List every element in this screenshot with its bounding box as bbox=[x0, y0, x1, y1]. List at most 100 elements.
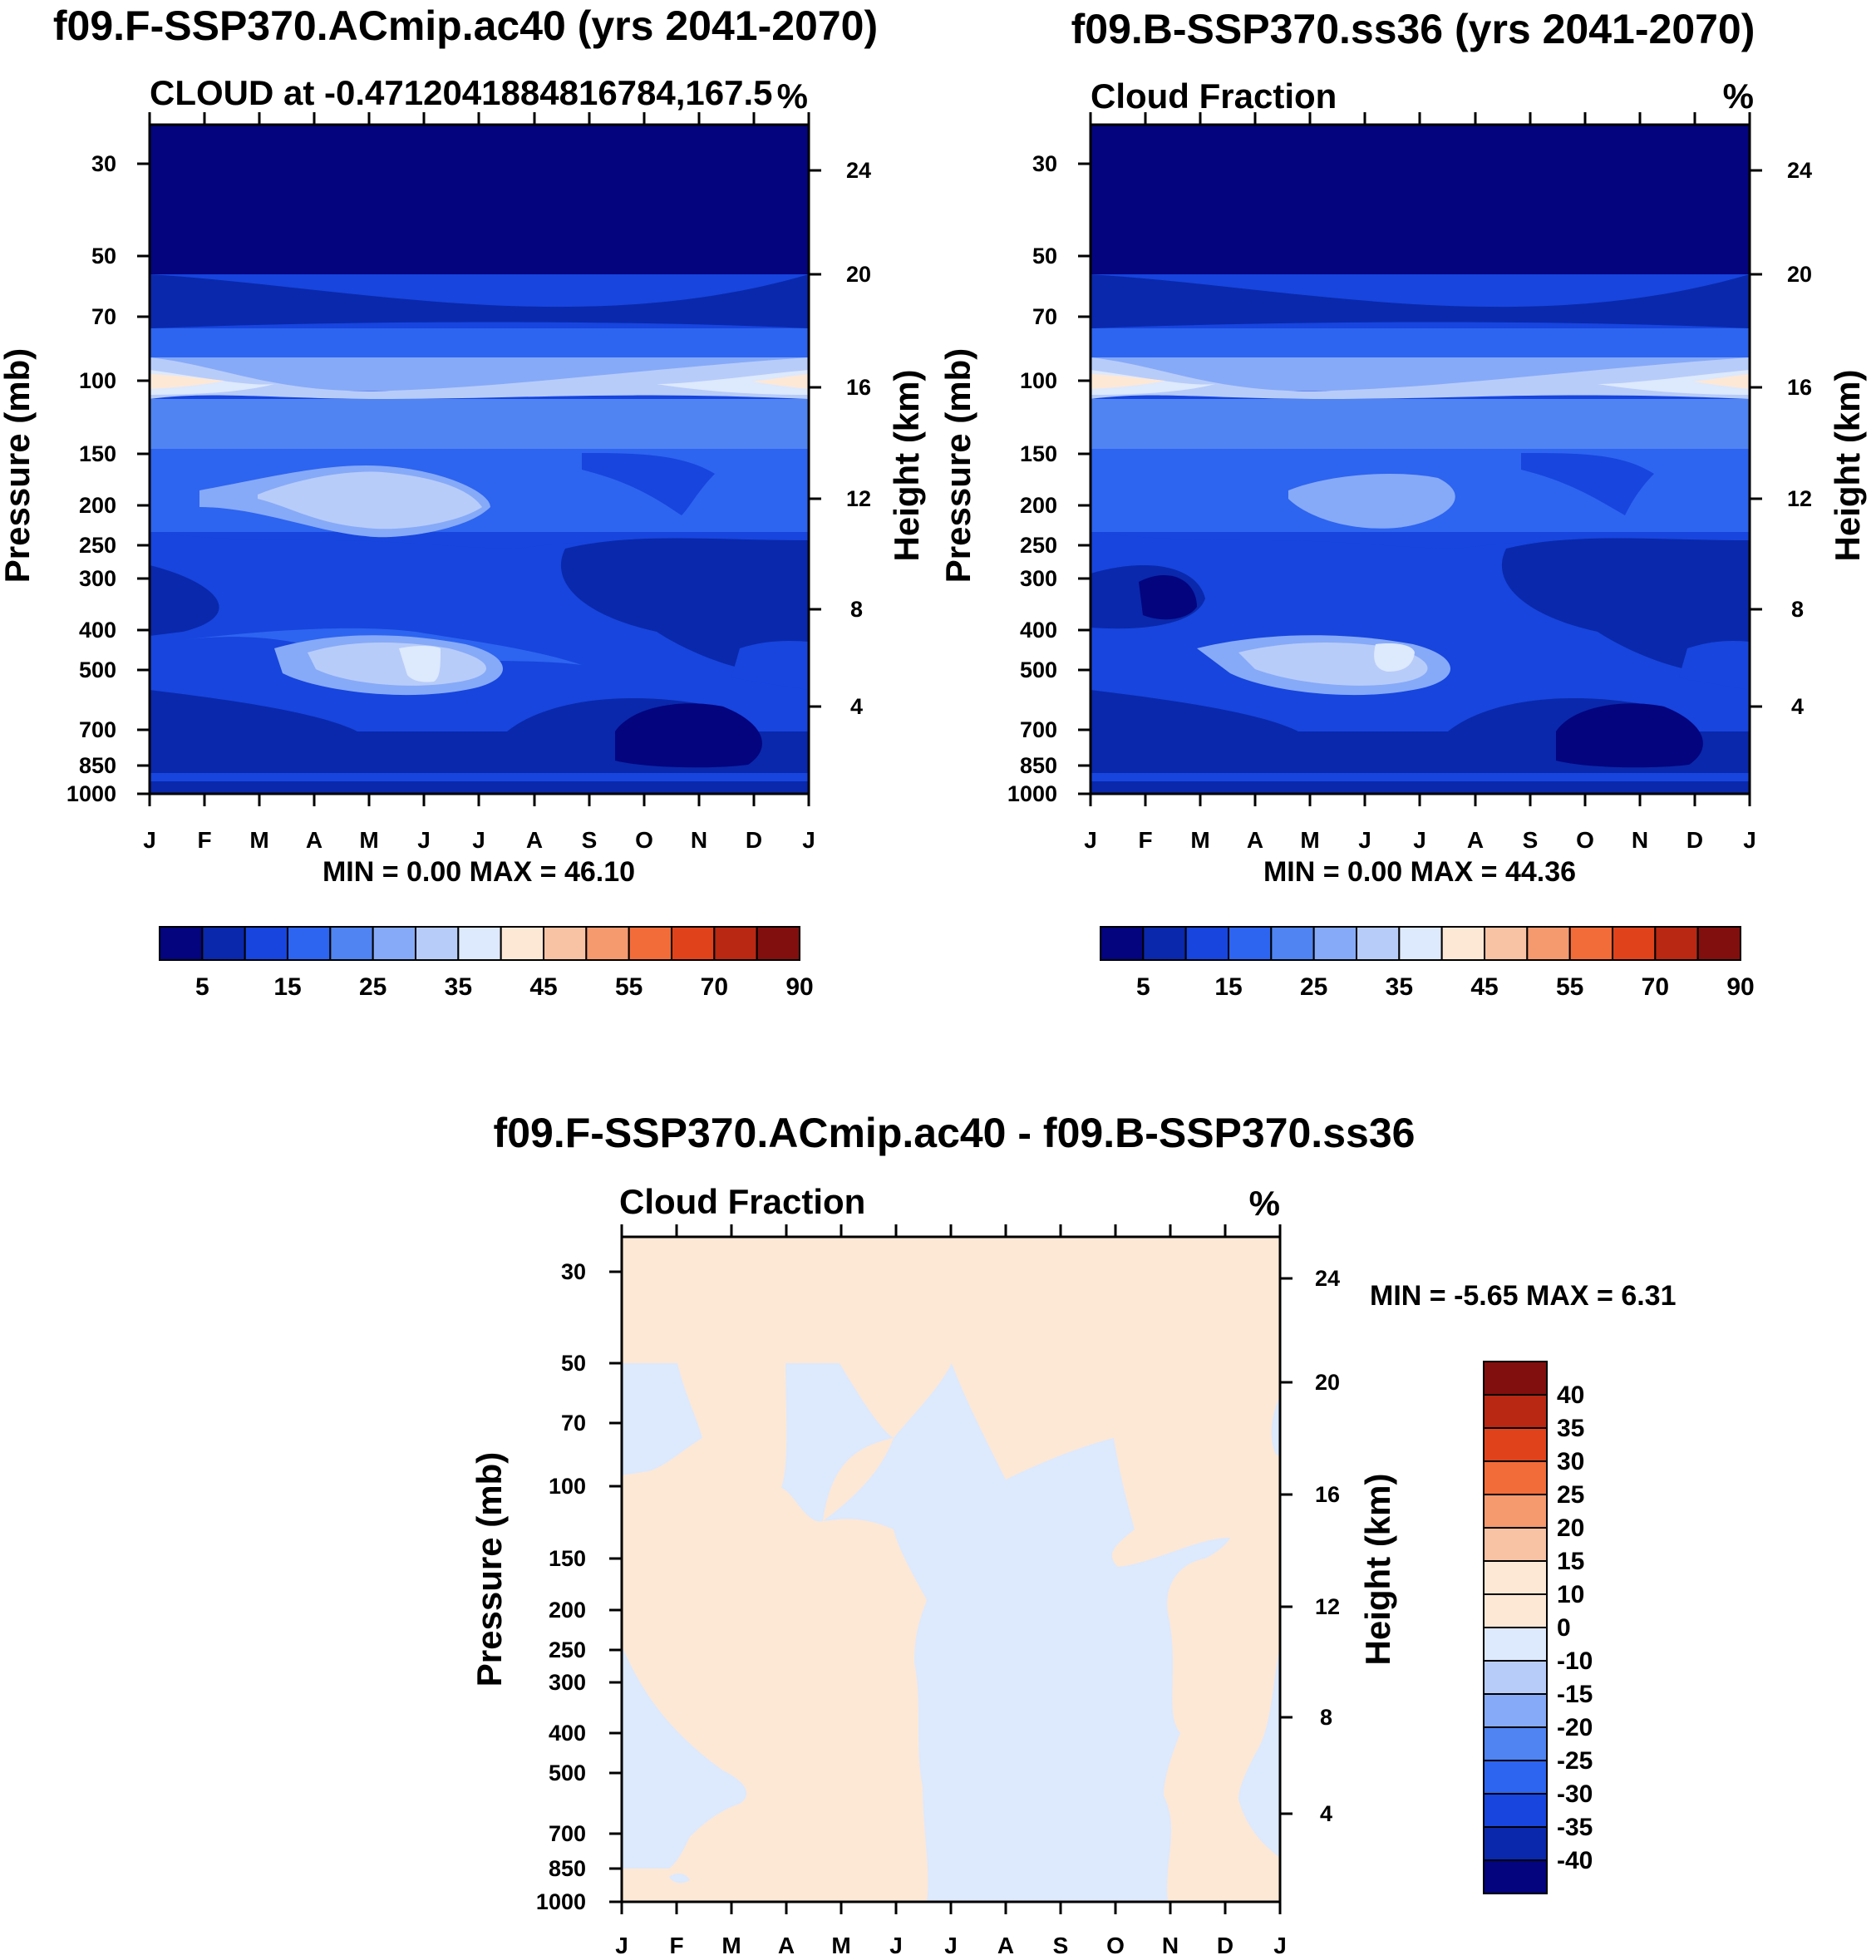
colorbar-label: 5 bbox=[195, 973, 209, 1001]
panel-1-pressure-label: 100 bbox=[79, 368, 116, 393]
colorbar-swatch bbox=[713, 926, 758, 961]
panel-3-month-label: J bbox=[944, 1933, 958, 1958]
colorbar-label: 45 bbox=[1470, 973, 1498, 1001]
colorbar-label: 70 bbox=[1642, 973, 1669, 1001]
panel-2-pressure-label: 700 bbox=[1020, 717, 1057, 742]
colorbar-label: 55 bbox=[615, 973, 643, 1001]
colorbar-swatch bbox=[1312, 926, 1357, 961]
panel-1-pressure-label: 850 bbox=[79, 753, 116, 778]
colorbar-swatch bbox=[1483, 1826, 1548, 1861]
colorbar-swatch bbox=[1483, 1394, 1548, 1429]
panel-3-pressure-label: 30 bbox=[561, 1259, 586, 1284]
panel-1-unit: % bbox=[777, 76, 808, 116]
panel-2-ylabel-right: Height (km) bbox=[1828, 370, 1867, 562]
panel-1-month-label: J bbox=[417, 827, 431, 853]
panel-3-colorbar: 40 35 30 25 20 15 10 0 -10 -15 -20 -25 -30 -35 -40 bbox=[1483, 1361, 1593, 1894]
panel-3-pressure-label: 1000 bbox=[536, 1889, 586, 1914]
panel-2-pressure-label: 50 bbox=[1032, 244, 1057, 268]
panel-1-ylabel: Pressure (mb) bbox=[0, 348, 37, 583]
panel-2-month-label: J bbox=[1413, 827, 1426, 853]
colorbar-label: 5 bbox=[1136, 973, 1150, 1001]
panel-1-colorbar: 5 15 25 35 45 55 70 90 bbox=[159, 926, 814, 1001]
panel-1-month-label: J bbox=[143, 827, 156, 853]
colorbar-label: -40 bbox=[1557, 1847, 1593, 1874]
panel-1-stats: MIN = 0.00 MAX = 46.10 bbox=[323, 856, 635, 888]
panel-1-month-ticks: J F M A M J J A S O N D J bbox=[143, 794, 815, 853]
panel-2-month-ticks: J F M A M J J A S O N D J bbox=[1084, 794, 1756, 853]
panel-2-pressure-label: 200 bbox=[1020, 493, 1057, 518]
panel-1-height-label: 4 bbox=[850, 694, 863, 719]
colorbar-swatch bbox=[1270, 926, 1315, 961]
panel-2-month-label: S bbox=[1523, 827, 1539, 853]
colorbar-label: 15 bbox=[1557, 1548, 1584, 1575]
colorbar-swatch bbox=[1483, 1527, 1548, 1562]
colorbar-swatch bbox=[159, 926, 204, 961]
colorbar-label: -10 bbox=[1557, 1647, 1593, 1675]
colorbar-label: -35 bbox=[1557, 1814, 1593, 1841]
panel-2-height-label: 20 bbox=[1787, 262, 1812, 287]
panel-3-month-label: D bbox=[1217, 1933, 1233, 1958]
panel-1-height-label: 12 bbox=[846, 486, 871, 511]
panel-2-height-axis: 24 20 16 12 8 4 bbox=[1750, 158, 1812, 719]
panel-1-height-label: 20 bbox=[846, 262, 871, 287]
panel-2-month-label: J bbox=[1084, 827, 1097, 853]
panel-3-height-label: 12 bbox=[1315, 1594, 1340, 1619]
colorbar-swatch bbox=[1483, 1560, 1548, 1595]
colorbar-swatch bbox=[457, 926, 502, 961]
panel-3-subtitle: Cloud Fraction bbox=[619, 1182, 865, 1221]
panel-3-height-label: 20 bbox=[1315, 1370, 1340, 1395]
panel-3-height-axis: 24 20 16 12 8 4 bbox=[1280, 1266, 1340, 1826]
colorbar-label: 45 bbox=[529, 973, 557, 1001]
panel-3-month-label: M bbox=[831, 1933, 850, 1958]
panel-3-pressure-label: 300 bbox=[549, 1670, 586, 1695]
panel-1-month-label: A bbox=[526, 827, 543, 853]
colorbar-swatch bbox=[372, 926, 416, 961]
panel-2-height-label: 16 bbox=[1787, 375, 1812, 400]
panel-2-pressure-label: 70 bbox=[1032, 304, 1057, 329]
panel-2-height-label: 4 bbox=[1791, 694, 1804, 719]
panel-2-pressure-label: 150 bbox=[1020, 441, 1057, 466]
panel-1-month-label: J bbox=[802, 827, 815, 853]
panel-3-unit: % bbox=[1249, 1184, 1280, 1223]
panel-3-pressure-axis: 30 50 70 100 150 200 250 300 400 500 700… bbox=[536, 1259, 622, 1914]
colorbar-swatch bbox=[500, 926, 545, 961]
panel-1-pressure-label: 300 bbox=[79, 566, 116, 591]
colorbar-swatch bbox=[1696, 926, 1741, 961]
panel-3-month-label: J bbox=[615, 1933, 628, 1958]
panel-2-month-label: A bbox=[1247, 827, 1263, 853]
panel-3-month-label: J bbox=[1273, 1933, 1287, 1958]
colorbar-swatch bbox=[1654, 926, 1699, 961]
colorbar-label: 35 bbox=[1557, 1415, 1584, 1442]
panel-3-pressure-label: 100 bbox=[549, 1474, 586, 1499]
panel-2-pressure-label: 850 bbox=[1020, 753, 1057, 778]
panel-1-month-label: D bbox=[746, 827, 762, 853]
colorbar-swatch bbox=[287, 926, 332, 961]
panel-1-height-label: 16 bbox=[846, 375, 871, 400]
panel-1-month-label: O bbox=[635, 827, 653, 853]
panel-1-height-label: 8 bbox=[850, 597, 863, 622]
panel-2-pressure-label: 500 bbox=[1020, 657, 1057, 682]
colorbar-label: 20 bbox=[1557, 1514, 1584, 1542]
panel-3-height-label: 24 bbox=[1315, 1266, 1340, 1291]
panel-1-top-ticks bbox=[148, 112, 810, 125]
colorbar-swatch bbox=[1483, 1760, 1548, 1795]
panel-3-ylabel: Pressure (mb) bbox=[470, 1452, 509, 1687]
colorbar-swatch bbox=[1228, 926, 1273, 961]
panel-3-pressure-label: 700 bbox=[549, 1821, 586, 1846]
colorbar-label: 35 bbox=[445, 973, 472, 1001]
colorbar-swatch bbox=[1483, 1361, 1548, 1396]
panel-1-height-label: 24 bbox=[846, 158, 871, 183]
panel-3-height-label: 16 bbox=[1315, 1482, 1340, 1507]
panel-2-pressure-axis: 30 50 70 100 150 200 250 300 400 500 700… bbox=[1007, 151, 1091, 806]
panel-3-plot-area bbox=[622, 1237, 1280, 1902]
panel-3: f09.F-SSP370.ACmip.ac40 - f09.B-SSP370.s… bbox=[470, 1110, 1677, 1958]
colorbar-swatch bbox=[1398, 926, 1443, 961]
colorbar-label: 0 bbox=[1557, 1614, 1571, 1642]
colorbar-swatch bbox=[1184, 926, 1229, 961]
colorbar-swatch bbox=[1483, 1793, 1548, 1828]
panel-1-plot-area bbox=[150, 125, 809, 794]
panel-3-stats: MIN = -5.65 MAX = 6.31 bbox=[1370, 1280, 1677, 1312]
panel-2-top-ticks bbox=[1089, 112, 1751, 125]
colorbar-swatch bbox=[244, 926, 288, 961]
